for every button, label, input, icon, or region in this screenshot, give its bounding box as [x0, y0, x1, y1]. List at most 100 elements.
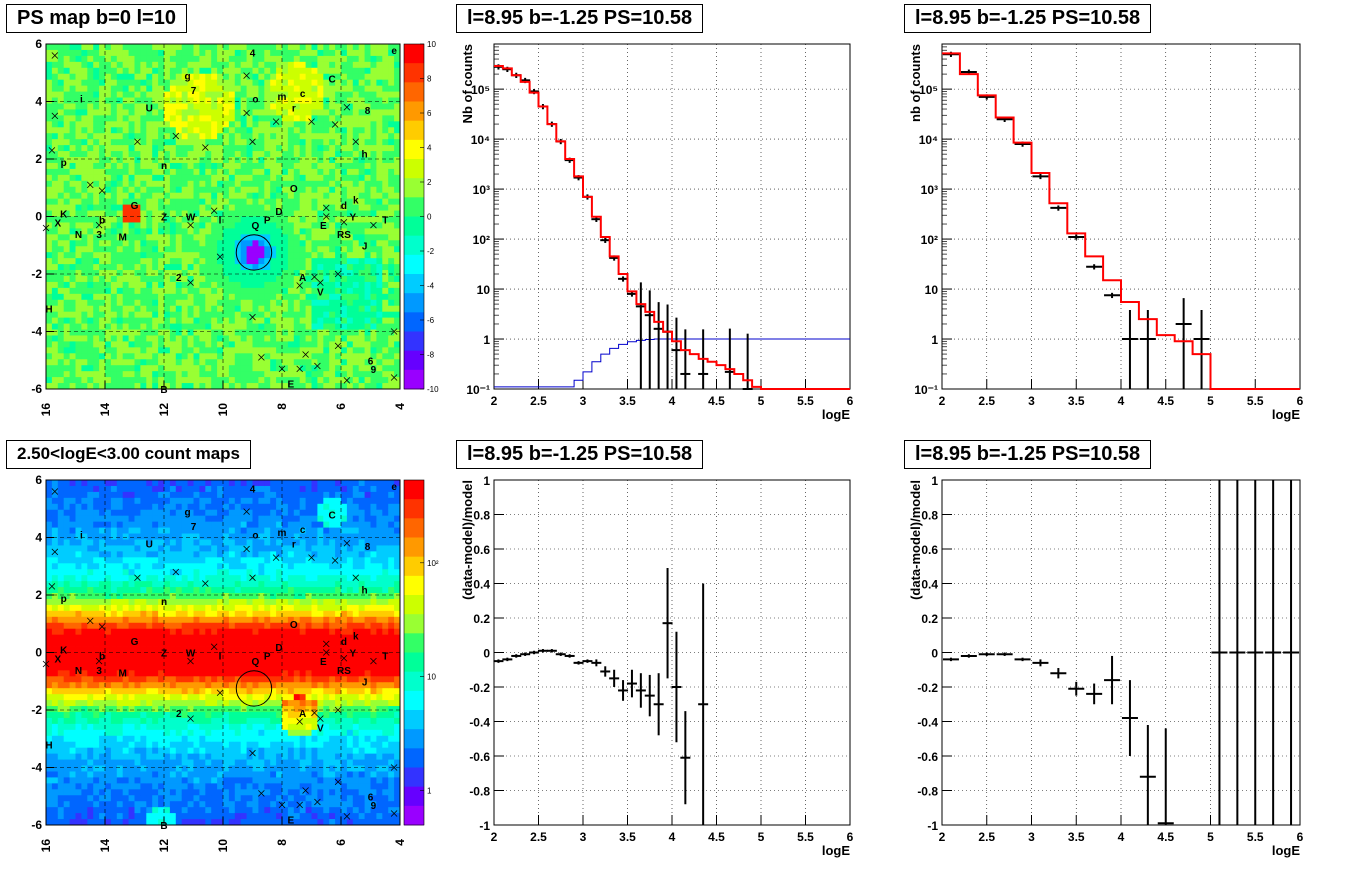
map-bottom-cell [93, 682, 100, 689]
map-bottom-cell [105, 604, 112, 612]
map-bottom-cell [87, 569, 94, 576]
map-top-cell [223, 198, 230, 206]
map-top-source-label: 3 [96, 230, 102, 241]
map-bottom-cell [146, 771, 153, 778]
map-top-cell [311, 371, 318, 378]
map-top-cell [234, 97, 242, 104]
map-top-cell [193, 299, 200, 307]
map-top-cell [376, 305, 383, 313]
map-top-cell [282, 151, 289, 158]
map-top-cell [264, 264, 271, 271]
map-bottom-cell [69, 729, 76, 737]
map-bottom-cell [105, 682, 112, 689]
map-top-cell [146, 252, 153, 259]
map-top-cell [205, 103, 212, 110]
map-top-cell [146, 323, 153, 330]
map-top-cell [193, 246, 200, 253]
map-top-cell [240, 287, 247, 295]
map-top-cell [394, 139, 401, 146]
map-top-cell [358, 329, 365, 336]
map-bottom-cell [110, 765, 118, 772]
map-top-cell [346, 162, 354, 170]
map-top-cell [382, 210, 389, 217]
map-bottom-cell [46, 563, 53, 570]
map-top-cell [370, 317, 377, 324]
map-top-cell [205, 61, 212, 69]
map-top-cell [75, 157, 82, 164]
map-top-cell [364, 44, 371, 51]
map-top-cell [69, 198, 76, 206]
map-top-cell [140, 258, 147, 265]
map-top-cell [341, 97, 348, 104]
map-top-cell [270, 49, 277, 57]
map-bottom-cell [140, 604, 147, 612]
map-top-cell [105, 73, 112, 81]
map-bottom-cell [81, 658, 88, 665]
map-top-cell [364, 353, 371, 360]
map-bottom-cell [105, 729, 112, 737]
map-top-cell [81, 335, 88, 342]
map-top-cell [116, 73, 124, 81]
map-top-cell [234, 91, 242, 98]
map-top-cell [282, 222, 289, 229]
map-top-cell [358, 222, 365, 229]
map-top-cell [169, 145, 177, 152]
map-top-cell [164, 365, 171, 372]
map-top-cell [164, 281, 171, 289]
map-top-cell [388, 55, 395, 63]
map-top-cell [51, 216, 59, 223]
map-top-cell [264, 121, 271, 128]
map-top-cell [228, 287, 236, 295]
map-top-cell [128, 365, 135, 372]
map-top-cell [164, 49, 171, 57]
map-top-cell [205, 365, 212, 372]
map-bottom-cell [99, 795, 106, 802]
map-top-cell [187, 97, 194, 104]
map-top-source-cross [243, 109, 250, 117]
map-top-cell [293, 139, 301, 146]
map-top-cell [346, 281, 354, 289]
map-top-colorbar-band [404, 44, 424, 64]
map-top-cell [63, 293, 70, 301]
map-top-cell [122, 79, 129, 87]
map-top-cell [358, 383, 365, 390]
map-top-cell [128, 234, 135, 241]
map-top-cell [287, 198, 295, 206]
map-top-cell [116, 109, 124, 116]
map-top-cell [152, 91, 159, 98]
map-top-cell [164, 79, 171, 87]
map-top-cell [164, 133, 171, 140]
map-top-cell [175, 275, 183, 283]
map-bottom-cell [134, 771, 141, 778]
map-top-cell [364, 287, 371, 295]
map-bottom-cell [105, 634, 112, 642]
map-top-cell [382, 168, 389, 176]
map-top-cell [134, 252, 141, 259]
map-top-cell [57, 287, 65, 295]
map-bottom-cell [110, 747, 118, 755]
map-top-cell [169, 109, 177, 116]
map-bottom-cell [87, 593, 94, 600]
map-top-cell [99, 151, 106, 158]
map-top-cell [370, 55, 377, 63]
map-top-cell [228, 127, 236, 134]
map-bottom-cell [140, 771, 147, 778]
map-top-cell [193, 216, 200, 223]
map-top-cell [105, 186, 112, 194]
map-top-cell [81, 329, 88, 336]
map-bottom-cell [152, 480, 159, 487]
map-bottom-cell [69, 723, 76, 731]
map-top-cell [63, 103, 70, 110]
map-top-cell [134, 365, 141, 372]
map-bottom-cell [81, 789, 88, 796]
map-bottom-cell [57, 581, 65, 588]
map-bottom-cell [87, 491, 94, 499]
map-top-cell [81, 377, 88, 384]
map-top-cell [287, 67, 295, 75]
map-top-source-label: W [186, 213, 196, 224]
map-top-cell [51, 240, 59, 247]
map-bottom-cell [93, 569, 100, 576]
map-top-cell [370, 115, 377, 122]
map-top-cell [69, 97, 76, 104]
map-bottom-cell [164, 563, 171, 570]
